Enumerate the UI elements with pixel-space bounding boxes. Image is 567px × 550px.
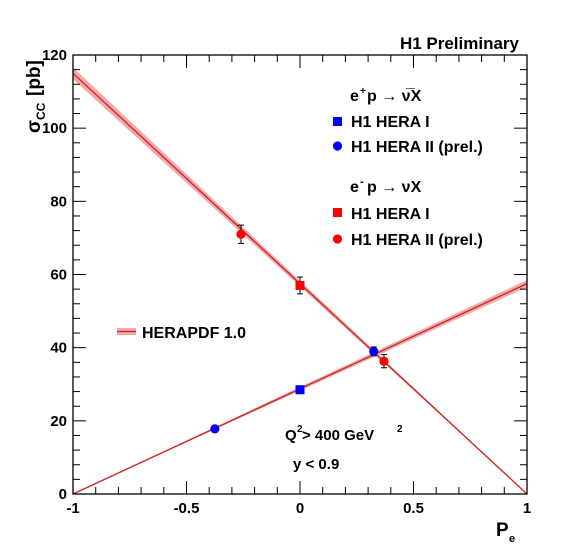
q2-cut-sup: 2 bbox=[297, 424, 303, 435]
q2-cut-rest: > 400 GeV bbox=[302, 427, 374, 444]
x-tick-label: 0 bbox=[296, 500, 304, 517]
y-axis-label-sub: CC bbox=[34, 102, 48, 120]
y-tick-label: 20 bbox=[50, 413, 67, 430]
legend-label-hera2-electron: H1 HERA II (prel.) bbox=[351, 232, 483, 249]
svg-text:e: e bbox=[350, 179, 359, 196]
legend-header-electron: e - p → νX bbox=[350, 176, 422, 196]
svg-text:-: - bbox=[360, 176, 364, 188]
y-cut: y < 0.9 bbox=[293, 456, 339, 473]
legend-marker-circle-red bbox=[332, 234, 343, 244]
axis-tick-labels: -1 -0.5 0 0.5 1 0 20 40 60 80 100 120 bbox=[42, 47, 531, 517]
legend-marker-circle-blue bbox=[332, 141, 343, 151]
legend-marker-square-red bbox=[333, 208, 342, 217]
data-point-circle-1-0 bbox=[210, 424, 220, 434]
data-point-square-2-0 bbox=[295, 280, 305, 290]
data-point-circle-3-1 bbox=[379, 356, 389, 366]
y-axis-label: σ CC [pb] bbox=[24, 60, 48, 133]
chart-title: H1 Preliminary bbox=[400, 34, 520, 53]
legend-marker-square-blue bbox=[333, 117, 342, 126]
svg-text:e: e bbox=[350, 88, 359, 105]
y-tick-label: 40 bbox=[50, 340, 67, 357]
y-tick-label: 120 bbox=[42, 47, 67, 64]
legend-label-hera2-positron: H1 HERA II (prel.) bbox=[351, 139, 483, 156]
data-points bbox=[210, 224, 389, 434]
x-tick-label: 0.5 bbox=[403, 500, 424, 517]
svg-text:p → νX: p → νX bbox=[367, 179, 422, 196]
x-tick-label: -0.5 bbox=[174, 500, 200, 517]
x-axis-label: P e bbox=[496, 520, 515, 545]
axis-ticks bbox=[72, 54, 528, 495]
svg-text:+: + bbox=[360, 86, 366, 97]
legend-band-label: HERAPDF 1.0 bbox=[142, 325, 246, 342]
q2-cut-Q: Q bbox=[285, 427, 297, 444]
data-point-square-0-0 bbox=[295, 385, 305, 395]
svg-text:p → ν̅X: p → ν̅X bbox=[367, 87, 422, 105]
y-axis-label-unit: [pb] bbox=[24, 60, 45, 96]
q2-cut-unit-sup: 2 bbox=[397, 424, 403, 435]
legend: e + p → ν̅X H1 HERA I H1 HERA II (prel.)… bbox=[117, 86, 483, 342]
x-tick-label: 1 bbox=[523, 500, 531, 517]
cut-annotations: Q 2 > 400 GeV 2 y < 0.9 bbox=[285, 424, 403, 473]
data-point-circle-3-0 bbox=[236, 229, 246, 239]
legend-label-hera1-positron: H1 HERA I bbox=[351, 114, 430, 131]
data-point-circle-1-1 bbox=[369, 346, 379, 356]
y-tick-label: 0 bbox=[59, 486, 67, 503]
y-tick-label: 80 bbox=[50, 193, 67, 210]
legend-label-hera1-electron: H1 HERA I bbox=[351, 206, 430, 223]
y-tick-label: 60 bbox=[50, 267, 67, 284]
y-tick-label: 100 bbox=[42, 120, 67, 137]
x-axis-label-main: P bbox=[496, 520, 509, 541]
legend-header-positron: e + p → ν̅X bbox=[350, 86, 422, 105]
x-tick-label: -1 bbox=[66, 500, 79, 517]
y-axis-label-main: σ bbox=[24, 120, 45, 133]
x-axis-label-sub: e bbox=[509, 533, 515, 545]
